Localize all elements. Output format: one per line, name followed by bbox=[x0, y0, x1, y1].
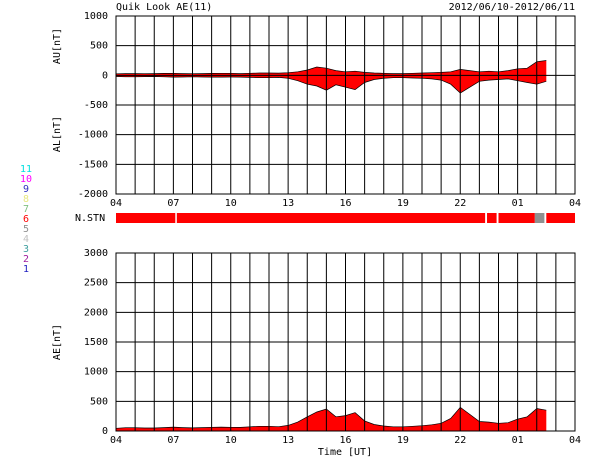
station-segment bbox=[487, 213, 497, 223]
y-tick-label: 1000 bbox=[84, 11, 108, 22]
station-segment bbox=[176, 213, 486, 223]
y-axis-label: AE[nT] bbox=[52, 324, 63, 360]
x-tick-label: 01 bbox=[512, 435, 524, 446]
area bbox=[116, 407, 547, 431]
y-tick-label: 500 bbox=[90, 41, 108, 52]
station-segment bbox=[546, 213, 575, 223]
legend-label: 8 bbox=[23, 194, 29, 205]
legend-label: 9 bbox=[23, 184, 29, 195]
legend-label: 3 bbox=[23, 244, 29, 255]
x-tick-label: 04 bbox=[110, 198, 122, 209]
x-tick-label: 10 bbox=[225, 198, 237, 209]
x-tick-label: 07 bbox=[167, 435, 179, 446]
y-tick-label: 500 bbox=[90, 396, 108, 407]
y-axis-label: AL[nT] bbox=[52, 116, 63, 152]
area-outline bbox=[115, 76, 547, 94]
x-tick-label: 04 bbox=[110, 435, 122, 446]
x-tick-label: 04 bbox=[569, 198, 581, 209]
plot-frame bbox=[115, 15, 576, 195]
station-segment bbox=[534, 213, 545, 223]
x-tick-label: 22 bbox=[454, 198, 466, 209]
area-outline bbox=[115, 406, 547, 429]
legend-label: 11 bbox=[20, 164, 32, 175]
chart-title: Quik Look AE(11) bbox=[116, 2, 212, 13]
x-tick-label: 19 bbox=[397, 198, 409, 209]
y-tick-label: 1000 bbox=[84, 367, 108, 378]
station-segment bbox=[116, 213, 176, 223]
area bbox=[116, 75, 547, 94]
y-axis-label: N.STN bbox=[75, 213, 105, 224]
y-tick-label: 3000 bbox=[84, 248, 108, 259]
legend-label: 1 bbox=[23, 264, 29, 275]
y-tick-label: 2000 bbox=[84, 307, 108, 318]
x-tick-label: 22 bbox=[454, 435, 466, 446]
y-tick-label: 0 bbox=[102, 70, 108, 81]
y-tick-label: -1000 bbox=[78, 130, 108, 141]
legend-label: 6 bbox=[23, 214, 29, 225]
x-tick-label: 13 bbox=[282, 198, 294, 209]
plot-frame bbox=[115, 252, 576, 432]
y-tick-label: -1500 bbox=[78, 159, 108, 170]
x-tick-label: 13 bbox=[282, 435, 294, 446]
x-tick-label: 01 bbox=[512, 198, 524, 209]
x-tick-label: 04 bbox=[569, 435, 581, 446]
legend-label: 4 bbox=[23, 234, 29, 245]
legend-label: 10 bbox=[20, 174, 32, 185]
date-range: 2012/06/10-2012/06/11 bbox=[449, 2, 575, 13]
x-tick-label: 19 bbox=[397, 435, 409, 446]
y-tick-label: 1500 bbox=[84, 337, 108, 348]
x-tick-label: 10 bbox=[225, 435, 237, 446]
legend-label: 7 bbox=[23, 204, 29, 215]
x-axis-label: Time [UT] bbox=[318, 447, 372, 458]
area bbox=[116, 60, 547, 76]
legend-label: 2 bbox=[23, 254, 29, 265]
station-segment bbox=[498, 213, 535, 223]
y-tick-label: -2000 bbox=[78, 189, 108, 200]
y-tick-label: 2500 bbox=[84, 278, 108, 289]
y-tick-label: 0 bbox=[102, 426, 108, 437]
x-tick-label: 07 bbox=[167, 198, 179, 209]
x-tick-label: 16 bbox=[339, 198, 351, 209]
y-axis-label: AU[nT] bbox=[52, 28, 63, 64]
legend-label: 5 bbox=[23, 224, 29, 235]
area-outline bbox=[115, 60, 547, 75]
y-tick-label: -500 bbox=[84, 100, 108, 111]
x-tick-label: 16 bbox=[339, 435, 351, 446]
